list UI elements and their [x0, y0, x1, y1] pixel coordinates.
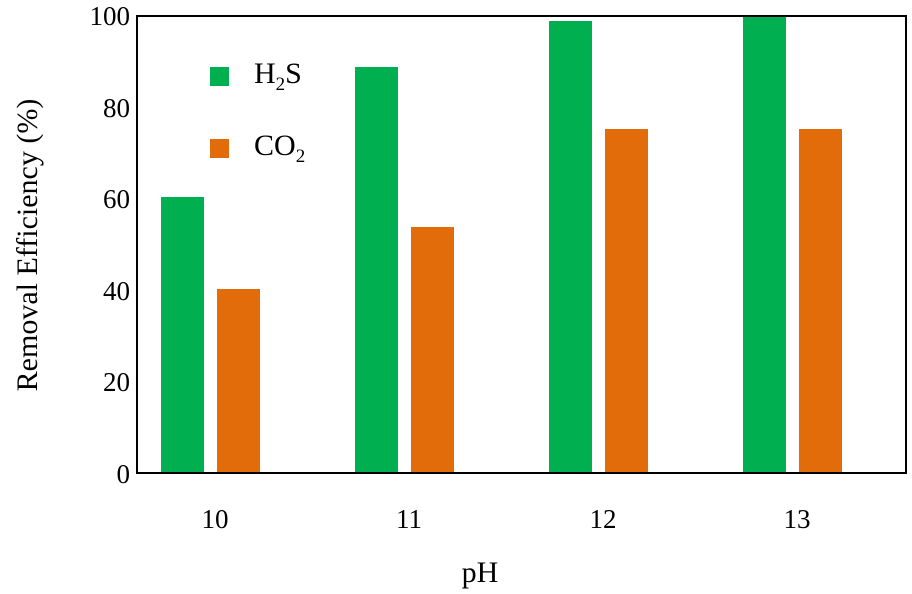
bar-co2-ph13: [799, 128, 842, 472]
bar-co2-ph12: [605, 128, 648, 472]
bar-h2s-ph10: [161, 197, 204, 472]
bar-co2-ph11: [411, 226, 454, 472]
bar-h2s-ph12: [549, 20, 592, 472]
y-tick-0: 0: [116, 459, 131, 489]
x-tick-10: 10: [201, 504, 229, 534]
x-tick-11: 11: [396, 504, 422, 534]
legend-item-h2s: H2S: [210, 57, 302, 96]
y-axis-label: Removal Efficiency (%): [11, 98, 44, 392]
y-tick-40: 40: [103, 275, 130, 306]
x-axis-label: pH: [461, 556, 499, 589]
y-tick-60: 60: [103, 184, 130, 215]
plot-area: H2S CO2: [136, 15, 907, 474]
y-tick-100: 100: [89, 1, 131, 31]
bar-co2-ph10: [217, 288, 260, 472]
x-tick-12: 12: [589, 504, 617, 534]
legend-label-co2: CO2: [254, 129, 306, 167]
legend-swatch-h2s: [210, 67, 229, 86]
legend-item-co2: CO2: [210, 129, 305, 168]
bar-h2s-ph11: [355, 66, 398, 472]
x-tick-13: 13: [783, 504, 811, 534]
y-tick-80: 80: [103, 92, 130, 123]
bar-h2s-ph13: [743, 17, 786, 472]
legend-label-h2s: H2S: [254, 57, 302, 95]
y-tick-20: 20: [103, 367, 130, 398]
legend-swatch-co2: [210, 139, 229, 158]
